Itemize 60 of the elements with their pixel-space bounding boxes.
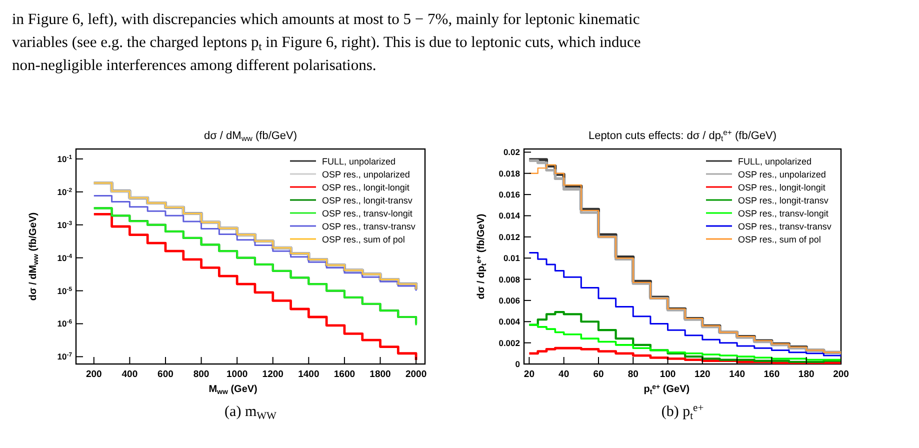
y-tick-label: 10$^{-6}$ <box>57 318 73 329</box>
x-axis-title: M$_{ww}$ (GeV) <box>208 384 258 396</box>
x-tick-label: 180 <box>798 369 814 380</box>
y-tick-label: 0 <box>515 359 520 369</box>
legend-label: OSP res., transv-transv <box>322 222 416 232</box>
x-tick-label: 1400 <box>298 369 320 380</box>
x-tick-label: 120 <box>694 369 710 380</box>
x-tick-label: 160 <box>764 369 780 380</box>
y-tick-label: 0.004 <box>498 316 520 327</box>
text: (a) m$_{WW}$ <box>224 404 277 422</box>
x-tick-label: 140 <box>729 369 745 380</box>
y-tick-label: 0.014 <box>498 210 520 221</box>
legend-label: FULL, unpolarized <box>738 156 812 166</box>
text: variables (see e.g. the charged leptons p$_{t}$ in Figure 6, right). This is due to leptonic cuts, which induce <box>12 34 641 54</box>
x-tick-label: 200 <box>833 369 849 380</box>
y-tick-label: 10$^{-7}$ <box>57 352 73 362</box>
x-tick-label: 800 <box>193 369 210 380</box>
y-tick-label: 0.008 <box>498 274 520 284</box>
x-tick-label: 200 <box>86 369 102 380</box>
x-tick-label: 1600 <box>334 369 356 380</box>
y-tick-label: 10$^{-4}$ <box>57 252 73 263</box>
y-tick-label: 10$^{-5}$ <box>57 286 73 296</box>
x-tick-label: 1000 <box>226 369 248 380</box>
y-tick-label: 10$^{-1}$ <box>57 154 73 164</box>
text: in Figure 6, left), with discrepancies which amounts at most to 5 − 7%, mainly for leptonic kinematic <box>12 11 640 28</box>
y-tick-label: 0.01 <box>503 253 520 264</box>
x-axis-title: p$_{t}$$^{e+}$ (GeV) <box>644 384 690 396</box>
x-tick-label: 80 <box>628 369 638 380</box>
y-tick-label: 0.02 <box>503 147 520 158</box>
y-tick-label: 0.012 <box>498 232 520 242</box>
legend-label: OSP res., longit-longit <box>738 182 826 192</box>
legend-label: OSP res., sum of pol <box>322 234 405 244</box>
x-tick-label: 1800 <box>370 369 391 380</box>
legend-label: OSP res., unpolarized <box>322 170 410 180</box>
x-tick-label: 100 <box>660 369 676 380</box>
x-tick-label: 60 <box>593 369 604 380</box>
y-tick-label: 0.002 <box>498 338 520 348</box>
x-tick-label: 40 <box>558 369 570 380</box>
y-tick-label: 0.018 <box>498 168 520 178</box>
legend-label: OSP res., sum of pol <box>738 234 821 244</box>
legend-label: OSP res., transv-transv <box>738 222 832 232</box>
legend-label: OSP res., transv-longit <box>738 208 829 218</box>
x-tick-label: 1200 <box>262 369 284 380</box>
y-tick-label: 10$^{-2}$ <box>57 186 73 197</box>
x-tick-label: 2000 <box>405 369 427 380</box>
legend-label: FULL, unpolarized <box>322 156 396 166</box>
legend-label: OSP res., unpolarized <box>738 170 826 180</box>
x-tick-label: 600 <box>158 369 174 380</box>
text: non-negligible interferences among different polarisations. <box>12 57 376 74</box>
y-tick-label: 0.016 <box>498 190 520 200</box>
legend-label: OSP res., longit-longit <box>322 182 410 192</box>
y-tick-label: 0.006 <box>498 295 520 306</box>
x-tick-label: 400 <box>122 369 138 380</box>
chart-title: Lepton cuts effects: dσ / dp$_{t}$$^{e+}$ (fb/GeV) <box>588 128 777 144</box>
legend-label: OSP res., transv-longit <box>322 208 413 218</box>
legend-label: OSP res., longit-transv <box>322 196 413 206</box>
y-tick-label: 10$^{-3}$ <box>57 220 73 230</box>
legend-label: OSP res., longit-transv <box>738 196 829 206</box>
x-tick-label: 20 <box>524 369 534 380</box>
chart-title: dσ / dM$_{ww}$ (fb/GeV) <box>204 130 298 144</box>
